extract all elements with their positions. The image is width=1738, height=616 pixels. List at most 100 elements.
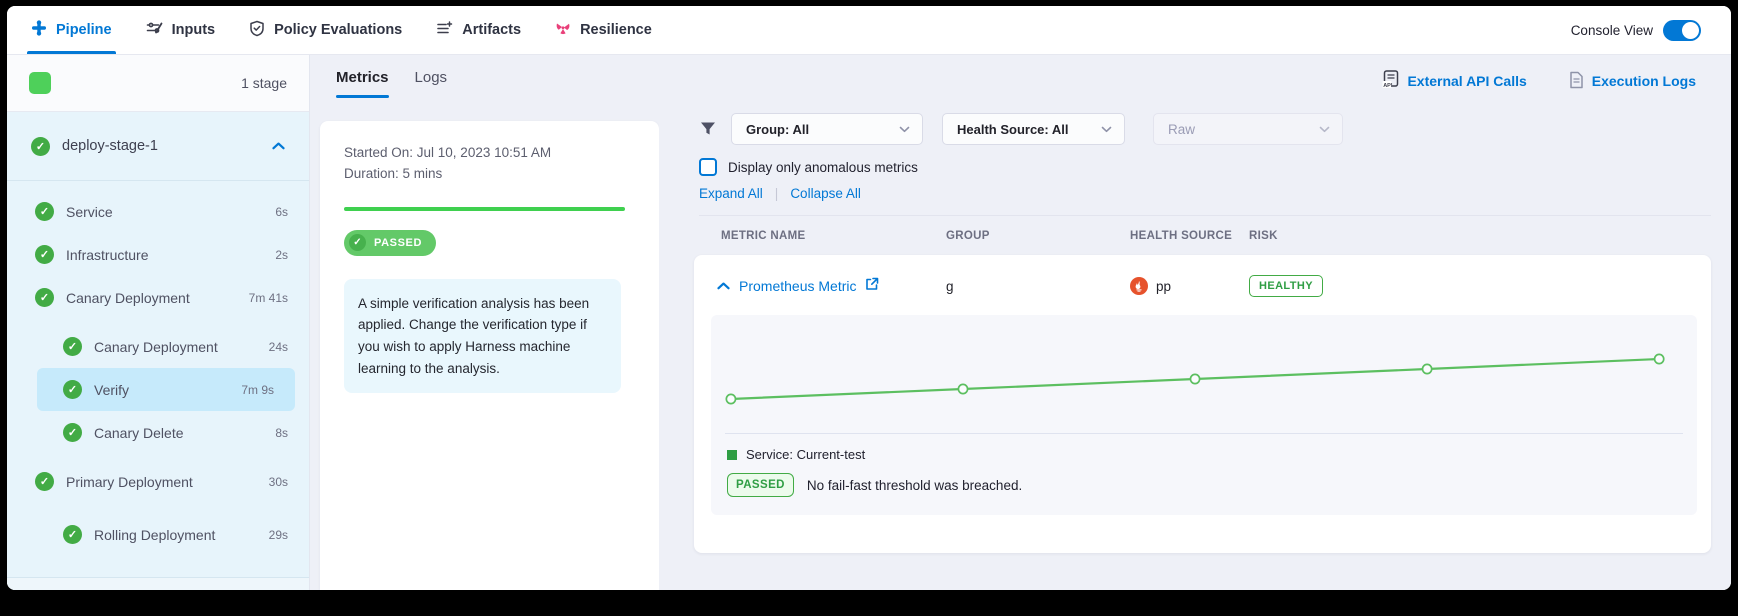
- step-list: ✓ Service 6s ✓ Infrastructure 2s ✓ Canar…: [7, 181, 309, 556]
- nav-tab-label: Pipeline: [56, 22, 112, 38]
- success-check-icon: ✓: [35, 245, 54, 264]
- metrics-table-header: METRIC NAME GROUP HEALTH SOURCE RISK: [659, 230, 1731, 242]
- artifacts-icon: [436, 20, 453, 40]
- check-icon: ✓: [349, 234, 366, 252]
- nav-tab-label: Inputs: [171, 22, 216, 38]
- anomalous-filter-row: Display only anomalous metrics: [699, 158, 1731, 176]
- verdict-row: PASSED No fail-fast threshold was breach…: [727, 473, 1022, 497]
- nav-tab-artifacts[interactable]: Artifacts: [436, 6, 521, 54]
- verdict-badge: PASSED: [727, 473, 794, 497]
- step-duration: 29s: [268, 527, 288, 542]
- pipeline-icon: [31, 20, 47, 40]
- tab-label: Metrics: [336, 69, 389, 86]
- stage-count-label: 1 stage: [241, 75, 287, 91]
- success-check-icon: ✓: [63, 525, 82, 544]
- verdict-text: No fail-fast threshold was breached.: [806, 477, 1023, 493]
- raw-filter-dropdown[interactable]: Raw: [1153, 113, 1343, 145]
- metric-card: Prometheus Metric g pp HEALTHY: [694, 255, 1711, 553]
- expand-collapse-row: Expand All | Collapse All: [699, 186, 1731, 201]
- chevron-up-icon[interactable]: [272, 137, 285, 155]
- chevron-down-icon: [1101, 120, 1112, 138]
- console-view-toggle[interactable]: [1663, 19, 1701, 41]
- health-source-filter-dropdown[interactable]: Health Source: All: [942, 113, 1125, 145]
- step-label: Service: [66, 203, 113, 220]
- step-row-rolling-deployment[interactable]: ✓ Rolling Deployment 29s: [7, 513, 309, 556]
- expand-all-link[interactable]: Expand All: [699, 186, 763, 201]
- step-row-service[interactable]: ✓ Service 6s: [7, 190, 309, 233]
- step-duration: 30s: [268, 474, 288, 489]
- anomalous-metrics-checkbox[interactable]: [699, 158, 717, 176]
- step-row-primary-deployment[interactable]: ✓ Primary Deployment 30s: [7, 460, 309, 503]
- metric-line-chart[interactable]: [711, 315, 1697, 435]
- collapse-all-link[interactable]: Collapse All: [790, 186, 861, 201]
- legend-label: Service: Current-test: [746, 447, 866, 462]
- external-api-calls-link[interactable]: API External API Calls: [1382, 70, 1527, 92]
- step-label: Primary Deployment: [66, 473, 193, 490]
- dropdown-value: Raw: [1168, 121, 1196, 137]
- sidebar-divider: [7, 180, 309, 181]
- nav-tab-label: Resilience: [580, 22, 652, 38]
- step-label: Canary Deployment: [66, 289, 190, 306]
- main-content: 1 stage ✓ deploy-stage-1 ✓ Service 6s ✓ …: [7, 55, 1731, 590]
- step-row-canary-deployment[interactable]: ✓ Canary Deployment 24s: [7, 325, 309, 368]
- inputs-icon: [146, 20, 163, 40]
- status-badge-label: PASSED: [374, 236, 423, 249]
- success-check-icon: ✓: [63, 423, 82, 442]
- nav-tab-inputs[interactable]: Inputs: [146, 6, 216, 54]
- column-header-health-source: HEALTH SOURCE: [1130, 230, 1233, 242]
- step-row-infrastructure[interactable]: ✓ Infrastructure 2s: [7, 233, 309, 276]
- chart-axis-line: [725, 433, 1683, 434]
- metric-table-row: Prometheus Metric g pp HEALTHY: [711, 271, 1697, 301]
- group-filter-dropdown[interactable]: Group: All: [731, 113, 923, 145]
- step-label: Canary Deployment: [94, 338, 218, 355]
- stage-row-deploy-stage-1[interactable]: ✓ deploy-stage-1: [17, 124, 299, 168]
- tab-metrics[interactable]: Metrics: [336, 55, 389, 100]
- filter-icon[interactable]: [699, 120, 717, 138]
- tab-logs[interactable]: Logs: [415, 55, 448, 100]
- step-label: Infrastructure: [66, 246, 149, 263]
- success-check-icon: ✓: [35, 288, 54, 307]
- resilience-icon: [555, 20, 571, 40]
- risk-badge: HEALTHY: [1249, 275, 1323, 297]
- progress-bar: [344, 206, 625, 211]
- chevron-down-icon: [899, 120, 910, 138]
- duration-text: Duration: 5 mins: [344, 165, 443, 181]
- shield-check-icon: [249, 20, 265, 41]
- stage-label: deploy-stage-1: [62, 138, 158, 154]
- column-header-group: GROUP: [946, 230, 990, 242]
- health-source-value: pp: [1156, 278, 1172, 294]
- metric-name-link[interactable]: Prometheus Metric: [739, 278, 857, 294]
- success-check-icon: ✓: [35, 472, 54, 491]
- step-duration: 7m 41s: [248, 290, 288, 305]
- step-row-canary-delete[interactable]: ✓ Canary Delete 8s: [7, 411, 309, 454]
- external-link-icon[interactable]: [865, 277, 879, 296]
- step-row-verify[interactable]: ✓ Verify 7m 9s: [37, 368, 295, 411]
- step-row-canary-deployment-group[interactable]: ✓ Canary Deployment 7m 41s: [7, 276, 309, 319]
- prometheus-icon: [1130, 277, 1148, 295]
- step-label: Canary Delete: [94, 424, 184, 441]
- started-on-text: Started On: Jul 10, 2023 10:51 AM: [344, 145, 552, 160]
- health-source-cell: pp: [1130, 277, 1249, 295]
- console-view-label: Console View: [1570, 22, 1653, 38]
- dropdown-value: Group: All: [746, 121, 810, 137]
- nav-tab-pipeline[interactable]: Pipeline: [27, 6, 116, 54]
- stage-sidebar: 1 stage ✓ deploy-stage-1 ✓ Service 6s ✓ …: [7, 55, 310, 590]
- step-details-panel: Metrics Logs Started On: Jul 10, 2023 10…: [310, 55, 659, 590]
- step-duration: 6s: [275, 204, 288, 219]
- verification-summary-card: Started On: Jul 10, 2023 10:51 AM Durati…: [320, 121, 659, 590]
- nav-tab-resilience[interactable]: Resilience: [555, 6, 652, 54]
- metric-group-value: g: [946, 278, 954, 294]
- chart-legend: Service: Current-test: [727, 447, 865, 462]
- anomalous-checkbox-label: Display only anomalous metrics: [728, 159, 918, 175]
- step-duration: 7m 9s: [241, 382, 274, 397]
- link-label: Execution Logs: [1591, 73, 1696, 89]
- chevron-up-icon[interactable]: [717, 277, 730, 295]
- details-tabs: Metrics Logs: [310, 55, 659, 100]
- step-duration: 24s: [268, 339, 288, 354]
- step-label: Verify: [94, 381, 130, 398]
- status-badge: ✓ PASSED: [344, 229, 437, 256]
- success-check-icon: ✓: [63, 337, 82, 356]
- link-label: External API Calls: [1407, 73, 1527, 89]
- nav-tab-policy-evaluations[interactable]: Policy Evaluations: [249, 6, 402, 54]
- execution-logs-link[interactable]: Execution Logs: [1569, 71, 1696, 92]
